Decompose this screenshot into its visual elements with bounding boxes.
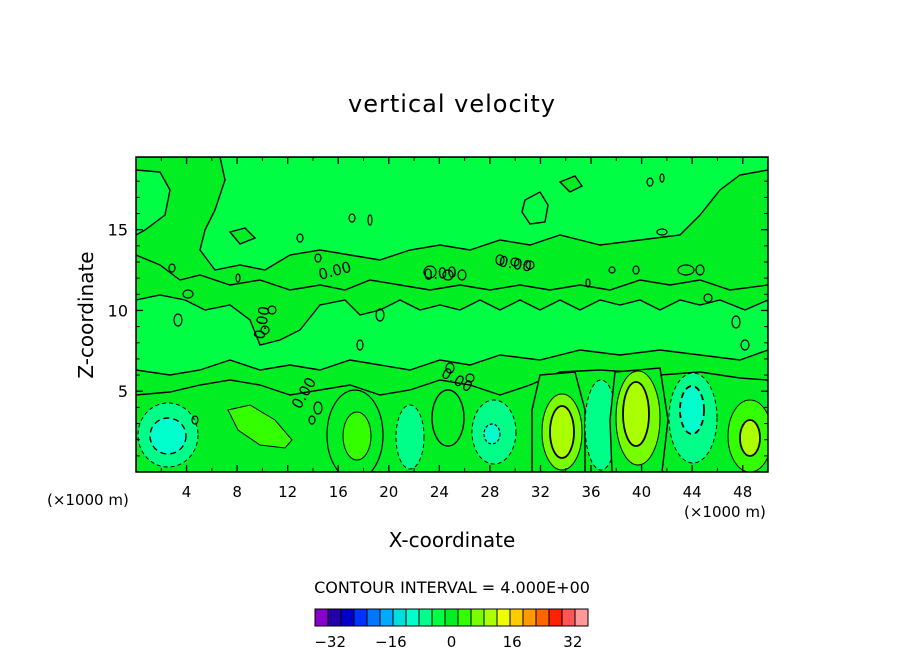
- cell-max-5: [431, 389, 465, 447]
- x-tick-label: 28: [480, 483, 499, 501]
- colorbar-swatch: [431, 608, 446, 627]
- upper-blob-2: [558, 175, 584, 193]
- colorbar-swatch: [522, 608, 537, 627]
- colorbar-swatch: [353, 608, 368, 627]
- lower-cells: [136, 367, 768, 472]
- y-axis-ticks: 5 10 15: [108, 180, 768, 457]
- colorbar-swatch: [366, 608, 381, 627]
- colorbar-swatch: [509, 608, 524, 627]
- x-axis-label: X-coordinate: [389, 528, 516, 552]
- cell-max-3-inner: [342, 411, 372, 461]
- cell-max-11-inner: [739, 419, 761, 457]
- x-tick-label: 12: [278, 483, 297, 501]
- chart-title: vertical velocity: [348, 90, 556, 118]
- colorbar-swatch: [327, 608, 342, 627]
- colorbar-swatch: [535, 608, 550, 627]
- x-tick-label: 44: [683, 483, 702, 501]
- colorbar-tick-label: 0: [447, 633, 457, 651]
- cell-min-6-inner: [483, 423, 501, 445]
- small-loops: [168, 173, 750, 425]
- colorbar-swatch: [457, 608, 472, 627]
- y-tick-label: 15: [108, 221, 128, 240]
- x-tick-label: 48: [733, 483, 752, 501]
- colorbar-tick-label: −16: [375, 633, 407, 651]
- cell-min-10-inner: [679, 385, 705, 435]
- colorbar-tick-label: −32: [314, 633, 346, 651]
- upper-region-b: [136, 169, 171, 236]
- x-units-right: (×1000 m): [684, 503, 766, 521]
- cell-max-2: [227, 404, 293, 449]
- colorbar-tick-label: 16: [503, 633, 522, 651]
- x-tick-label: 32: [531, 483, 550, 501]
- colorbar-swatch: [548, 608, 563, 627]
- upper-right-blob: [521, 191, 549, 225]
- cell-min-4: [395, 404, 425, 470]
- contour-label: 0.00: [497, 252, 533, 276]
- x-tick-label: 24: [430, 483, 449, 501]
- upper-field: [136, 157, 768, 376]
- colorbar-swatch: [314, 608, 329, 627]
- x-tick-label: 36: [581, 483, 600, 501]
- colorbar-swatch: [561, 608, 576, 627]
- colorbar-swatch: [483, 608, 498, 627]
- colorbar-swatch: [379, 608, 394, 627]
- cell-min-1-inner: [149, 417, 187, 455]
- y-tick-label: 10: [108, 301, 128, 320]
- upper-blob-3: [228, 227, 257, 245]
- contour-label: 0.00: [250, 305, 274, 341]
- plot-area: 0.00 0.00 0.00 0.00 0.00 0.00: [136, 157, 768, 472]
- upper-region-a: [136, 157, 768, 271]
- x-tick-label: 8: [232, 483, 242, 501]
- x-tick-label: 16: [329, 483, 348, 501]
- x-units-left: (×1000 m): [47, 491, 129, 509]
- x-tick-label: 20: [379, 483, 398, 501]
- x-axis-ticks: 4 8 12 16 20 24 28 32 36 40 44 48: [160, 157, 752, 501]
- colorbar-tick-label: 32: [563, 633, 582, 651]
- mid-region-c: [136, 294, 768, 376]
- y-tick-label: 5: [118, 382, 128, 401]
- upper-mid-band: [136, 254, 768, 291]
- colorbar-swatch: [418, 608, 433, 627]
- cell-max-9-inner: [622, 381, 650, 447]
- colorbar: [314, 608, 589, 627]
- contour-interval-text: CONTOUR INTERVAL = 4.000E+00: [314, 578, 590, 597]
- cell-max-7-inner: [549, 405, 575, 459]
- colorbar-swatch: [392, 608, 407, 627]
- colorbar-ticks: −32 −16 0 16 32: [314, 633, 582, 651]
- colorbar-swatch: [405, 608, 420, 627]
- x-tick-label: 4: [182, 483, 192, 501]
- colorbar-swatch: [340, 608, 355, 627]
- plot-frame: [135, 156, 769, 473]
- x-tick-label: 40: [632, 483, 651, 501]
- colorbar-swatch: [496, 608, 511, 627]
- colorbar-swatch: [444, 608, 459, 627]
- colorbar-swatch: [574, 608, 589, 627]
- colorbar-swatch: [470, 608, 485, 627]
- y-axis-label: Z-coordinate: [74, 251, 98, 378]
- contour-label: 0.00: [423, 263, 458, 284]
